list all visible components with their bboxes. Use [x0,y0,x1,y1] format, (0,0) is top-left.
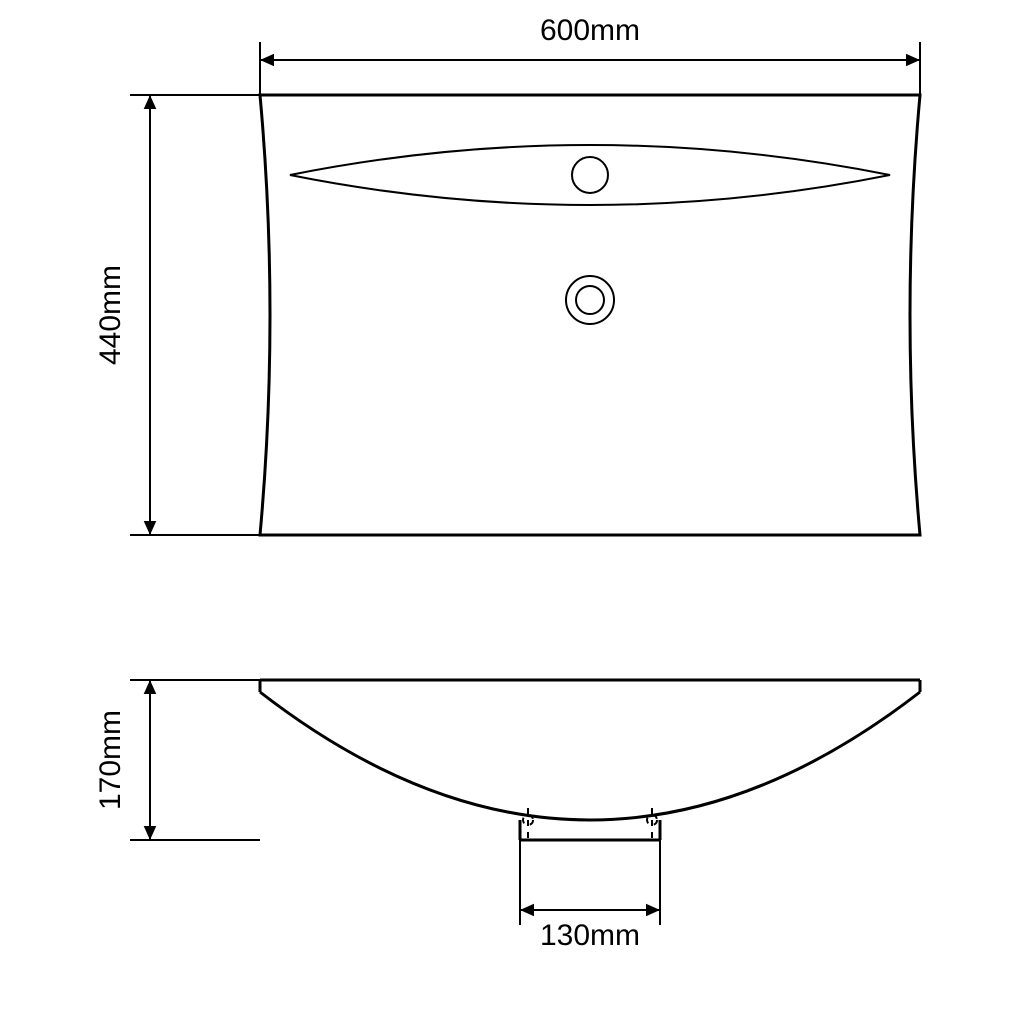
dim-label-height: 440mm [94,265,127,365]
dim-label-base: 130mm [540,919,640,952]
dim-label-width: 600mm [540,14,640,47]
drain-inner [576,286,604,314]
basin-opening [290,145,890,205]
drain-outer [566,276,614,324]
dim-label-depth: 170mm [94,710,127,810]
faucet-hole [572,157,608,193]
side-view-bowl [260,692,920,820]
